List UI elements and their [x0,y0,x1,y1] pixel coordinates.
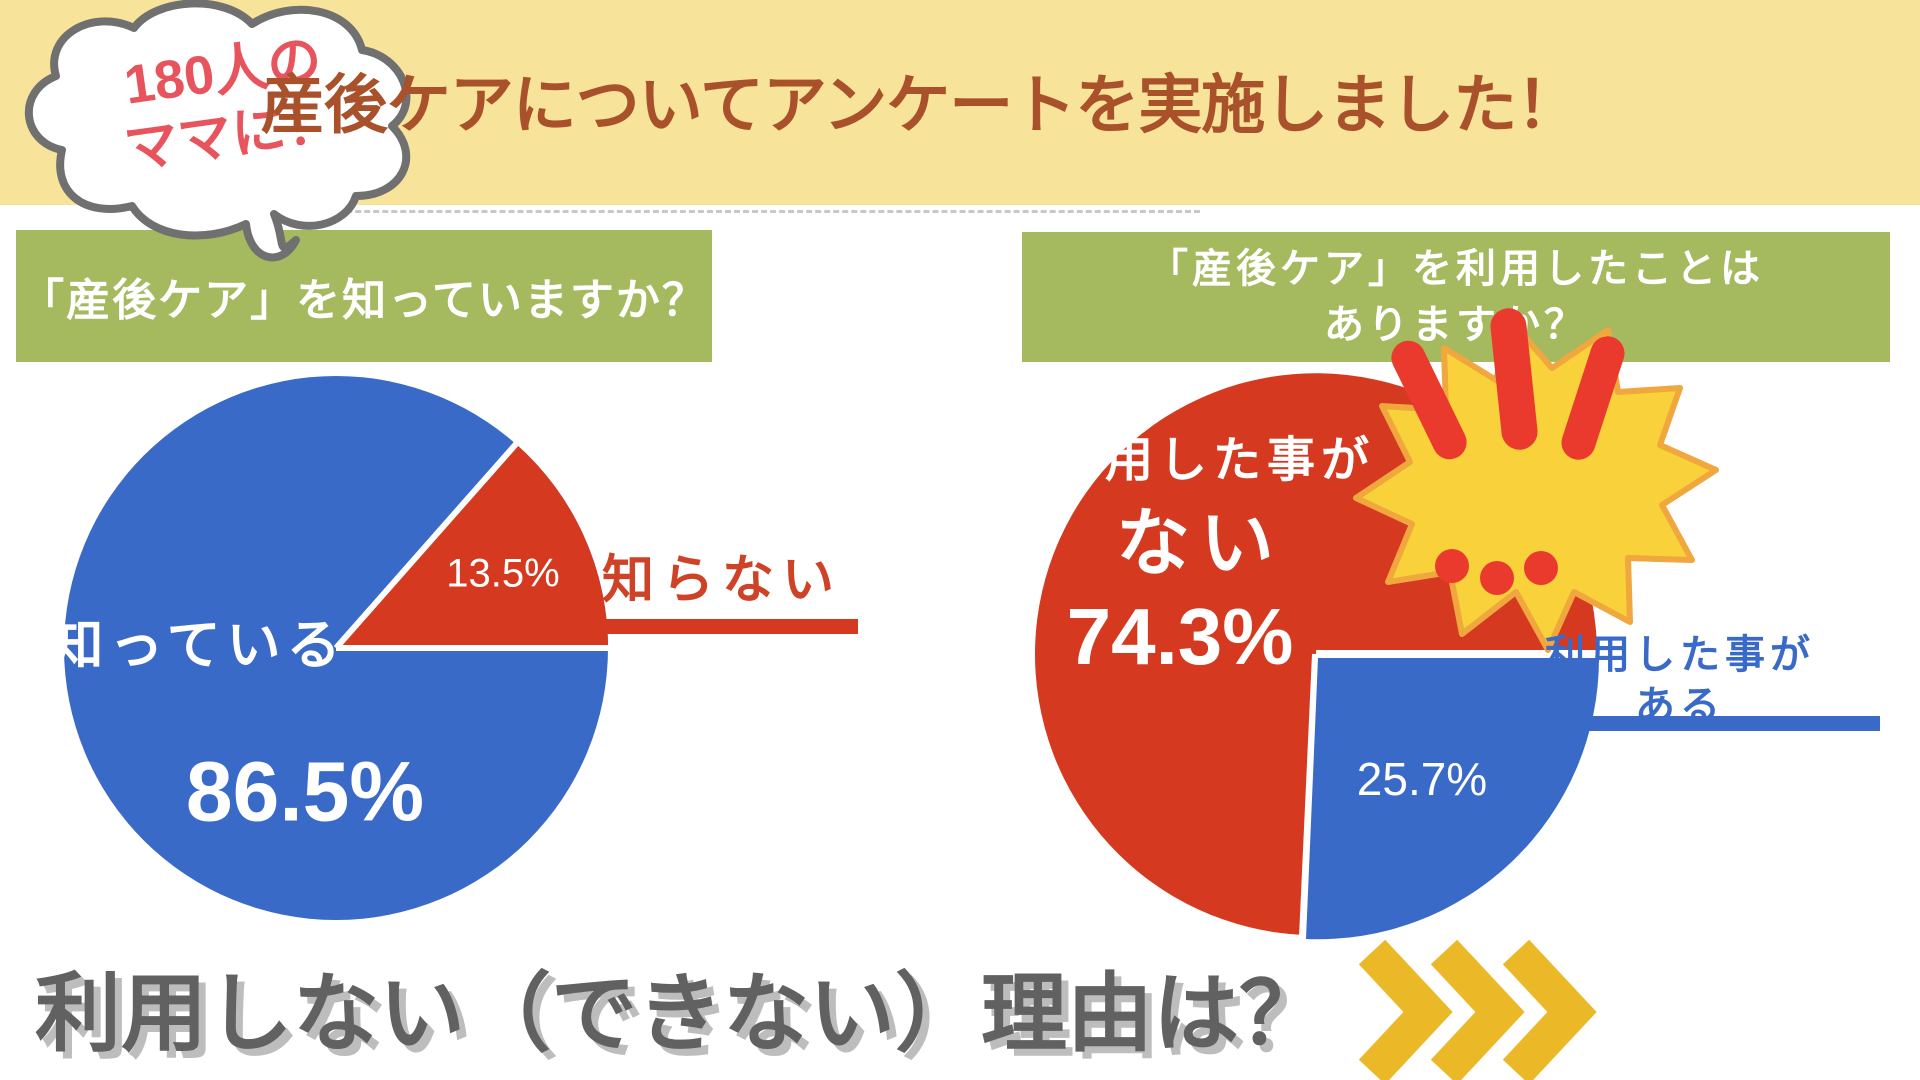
pie1-callout-label: 知らない [601,551,843,610]
exclamation-bar [1391,340,1467,460]
pie1-big-percent: 86.5% [185,744,425,839]
pie-chart-awareness [64,376,858,920]
pie2-big-label-line2: ない [1116,501,1284,585]
page-title: 産後ケアについてアンケートを実施しました！ [260,69,1581,141]
chevron-1 [1358,939,1453,1080]
exclamation-bar [1490,308,1538,450]
callout-line-shiranai [592,619,858,634]
pie-slice-have-used [1306,658,1600,940]
exclamation-dot [1435,549,1469,583]
pie2-big-label-line1: 利用した事が [1050,434,1376,487]
question2-text-line1: 「産後ケア」を利用したことは [1148,247,1764,291]
speech-bubble [25,0,411,262]
pie2-small-percent: 25.7% [1356,753,1488,805]
exclamation-burst-icon [1353,308,1719,653]
dotted-divider [265,210,1200,213]
pie2-callout-label-line2: ある [1635,684,1725,728]
pie2-callout-label-line1: 利用した事が [1545,633,1815,677]
exclamation-dot [1480,561,1514,595]
pie1-big-label: 知っている [49,615,347,676]
footer-question: 利用しない（できない）理由は？ [35,966,1325,1062]
question1-text: 「産後ケア」を知っていますか？ [20,276,708,325]
pie-slice-separator [1299,650,1600,938]
question1-header: 「産後ケア」を知っていますか？ [16,230,712,362]
chevron-2 [1430,939,1525,1080]
question2-text-line2: ありますか？ [1324,303,1588,347]
pie2-big-percent: 74.3% [1066,592,1294,681]
exclamation-dot [1524,551,1558,585]
pie-slice-dont-know [336,444,608,648]
chevron-3 [1502,939,1597,1080]
speech-bubble-outline [25,0,411,262]
question2-header: 「産後ケア」を利用したことは ありますか？ [1022,232,1890,362]
exclamation-bar [1561,336,1625,460]
pie-slice-separator [333,442,608,651]
pie1-small-percent: 13.5% [446,551,560,596]
chevron-right-icon [1358,939,1597,1080]
